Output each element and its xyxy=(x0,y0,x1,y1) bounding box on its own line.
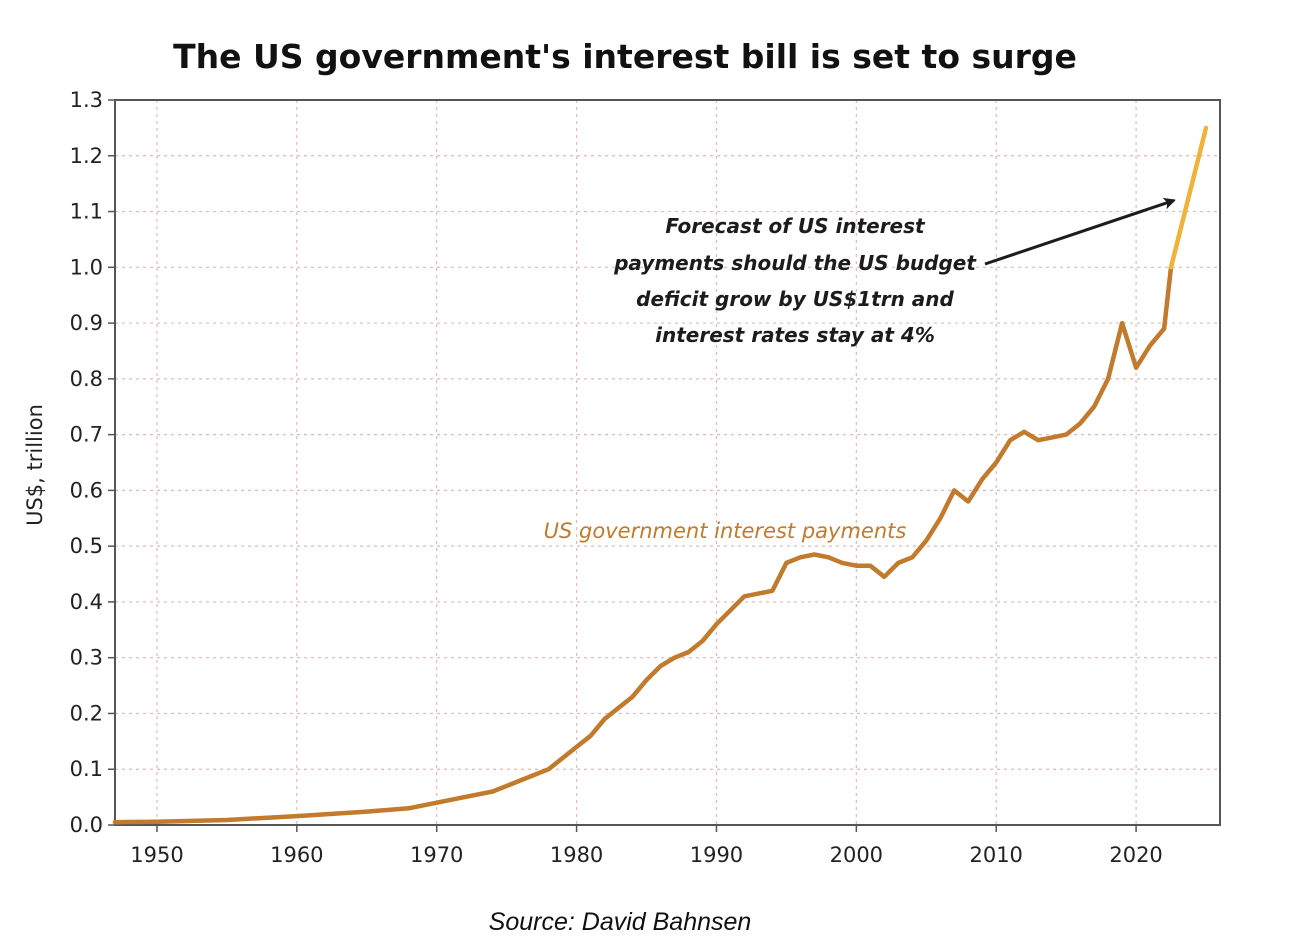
chart-title: The US government's interest bill is set… xyxy=(173,37,1077,76)
y-axis: 0.0 0.1 0.2 0.3 0.4 0.5 0.6 0.7 0.8 0.9 1.0 1.1 1.2 1… xyxy=(70,88,115,837)
source-note: Source: David Bahnsen xyxy=(489,908,752,936)
y-tick-label: 1.1 xyxy=(70,200,103,224)
y-tick-label: 0.3 xyxy=(70,646,103,670)
grid xyxy=(115,100,1220,825)
y-axis-label: US$, trillion xyxy=(23,404,47,526)
y-tick-label: 1.2 xyxy=(70,144,103,168)
y-tick-label: 0.1 xyxy=(70,757,103,781)
x-tick-label: 1980 xyxy=(550,843,603,867)
x-tick-label: 2020 xyxy=(1109,843,1162,867)
x-tick-label: 1970 xyxy=(410,843,463,867)
y-tick-label: 1.3 xyxy=(70,88,103,112)
annotation-line-4: interest rates stay at 4% xyxy=(655,323,935,347)
x-tick-label: 1960 xyxy=(270,843,323,867)
forecast-annotation: Forecast of US interest payments should … xyxy=(613,197,1176,347)
series-line-interest-payments xyxy=(112,265,1174,825)
y-tick-label: 0.8 xyxy=(70,367,103,391)
x-tick-label: 1990 xyxy=(690,843,743,867)
y-tick-label: 0.6 xyxy=(70,478,103,502)
x-tick-label: 2010 xyxy=(969,843,1022,867)
plot-frame xyxy=(114,99,1221,826)
x-tick-label: 2000 xyxy=(830,843,883,867)
annotation-line-1: Forecast of US interest xyxy=(665,214,926,238)
y-tick-label: 0.5 xyxy=(70,534,103,558)
annotation-arrow xyxy=(984,197,1176,266)
y-tick-label: 0.0 xyxy=(70,813,103,837)
annotation-line-3: deficit grow by US$1trn and xyxy=(636,287,954,311)
series-layer xyxy=(112,125,1209,825)
y-tick-label: 0.4 xyxy=(70,590,103,614)
x-tick-label: 1950 xyxy=(130,843,183,867)
y-tick-label: 0.2 xyxy=(70,701,103,725)
series-label-interest-payments: US government interest payments xyxy=(544,519,907,543)
annotation-line-2: payments should the US budget xyxy=(613,251,977,275)
y-tick-label: 0.9 xyxy=(70,311,103,335)
series-line-forecast xyxy=(1168,125,1209,270)
y-tick-label: 0.7 xyxy=(70,423,103,447)
x-axis: 1950 1960 1970 1980 1990 2000 2010 2020 xyxy=(130,825,1163,867)
y-tick-label: 1.0 xyxy=(70,255,103,279)
